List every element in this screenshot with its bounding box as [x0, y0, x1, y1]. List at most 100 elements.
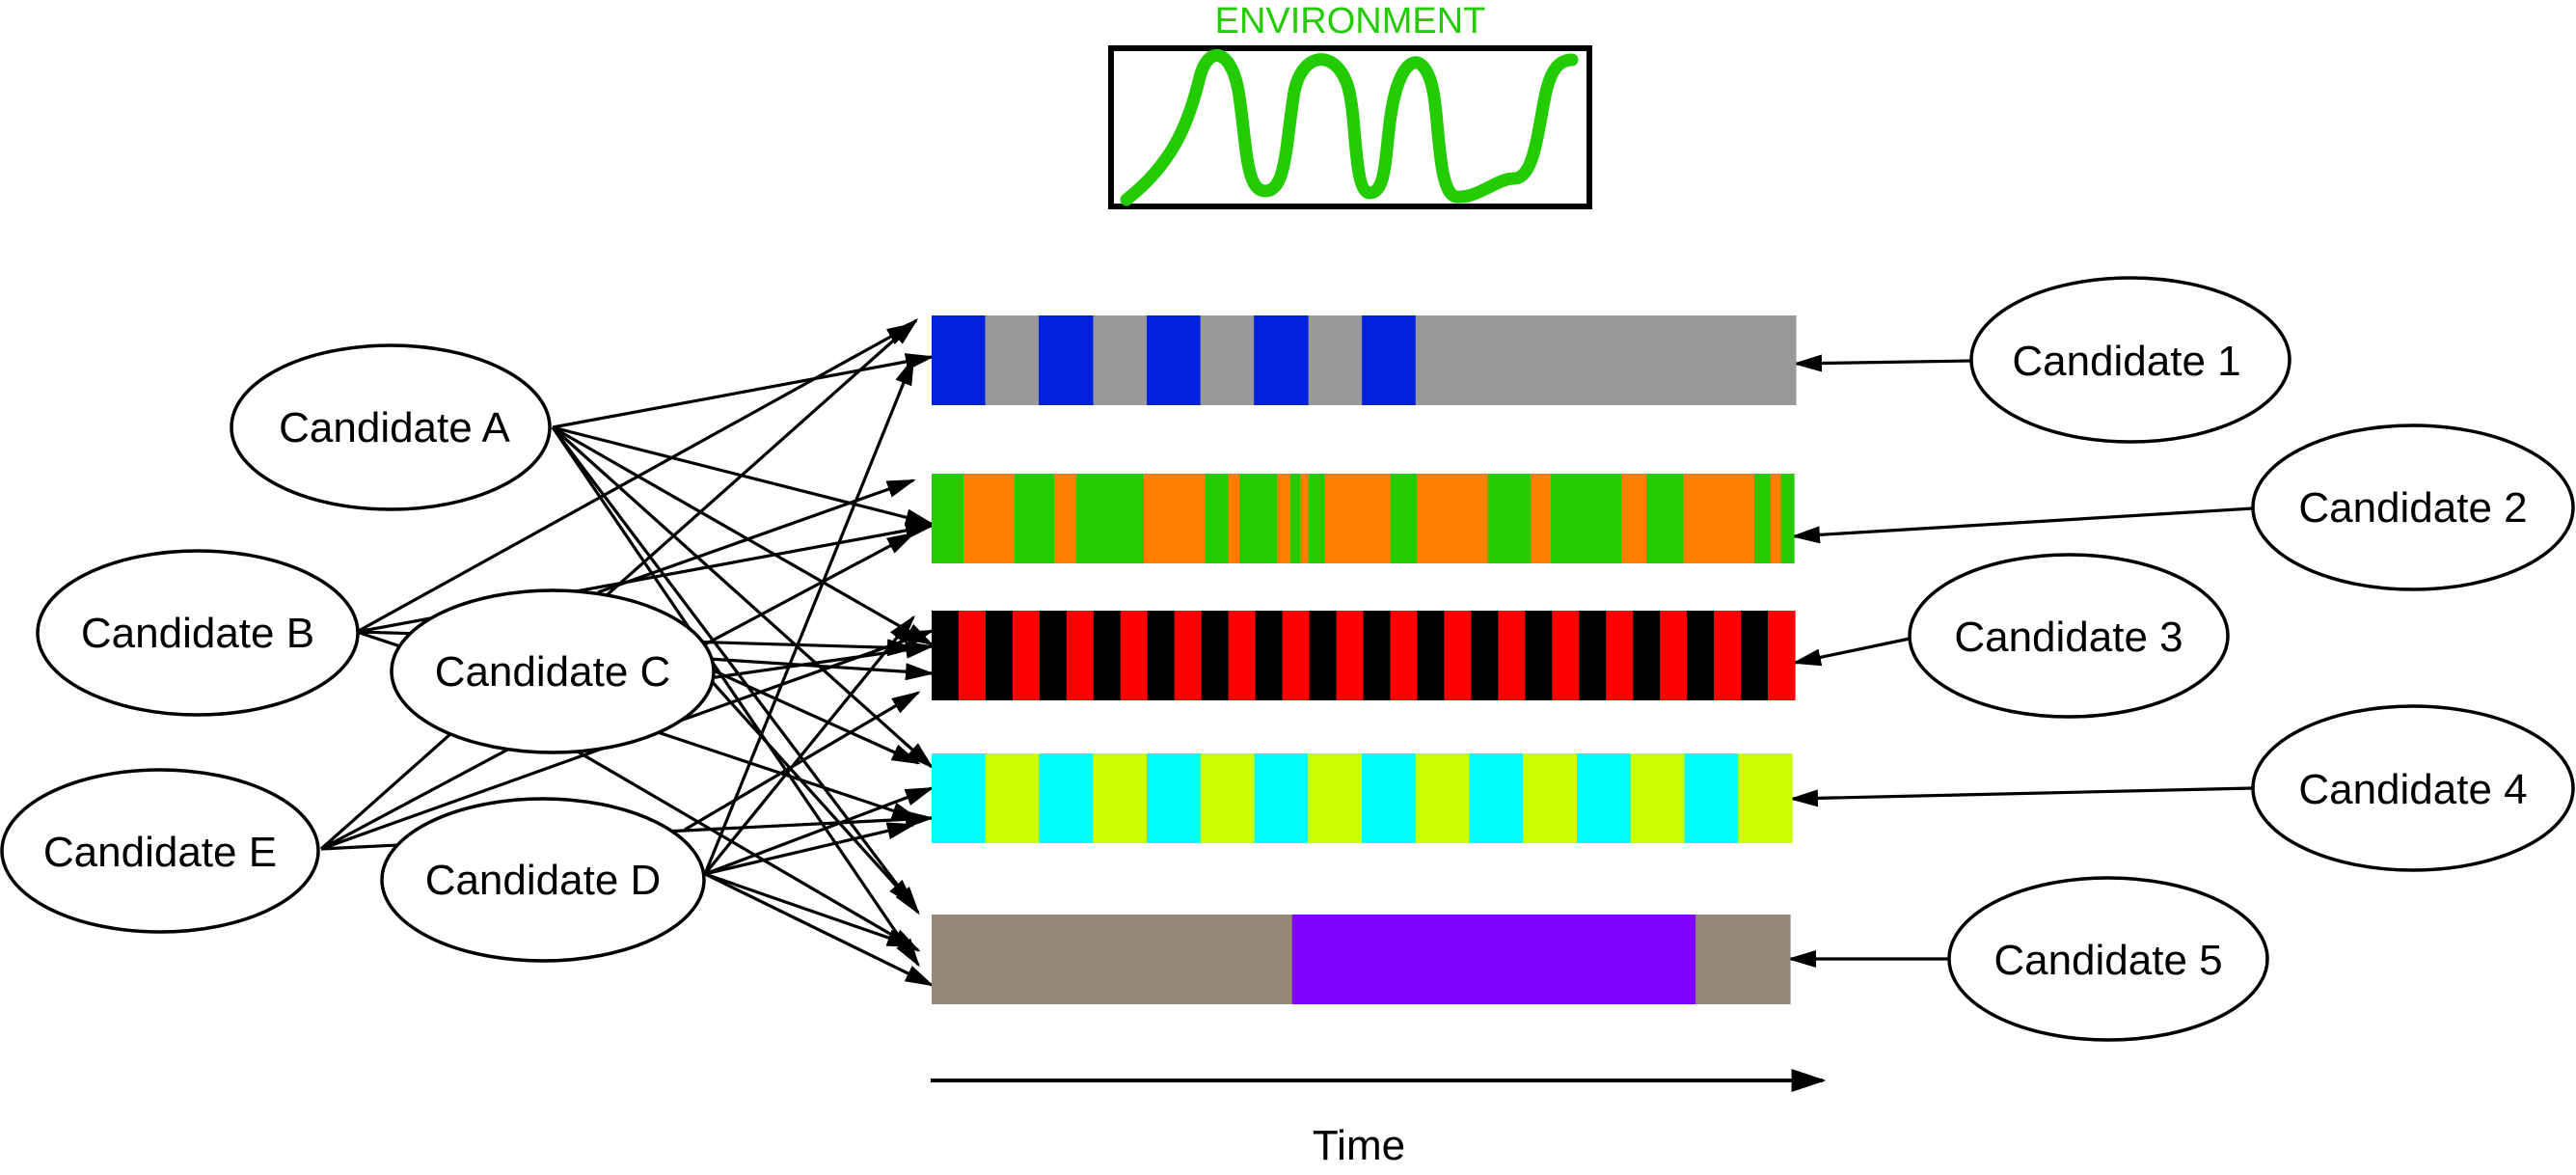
- candidate-2-segment: [1324, 474, 1392, 563]
- candidate-3-segment: [1174, 611, 1203, 700]
- connector-arrow: [1789, 786, 2254, 807]
- candidate-2-segment: [1277, 474, 1291, 563]
- environment-title: ENVIRONMENT: [1215, 1, 1486, 41]
- candidate-4-segment: [1738, 753, 1793, 843]
- candidate-4-segment: [985, 753, 1041, 843]
- candidate-a-label: Candidate A: [279, 404, 510, 451]
- candidate-4-segment: [932, 753, 987, 843]
- candidate-2-segment: [1308, 474, 1326, 563]
- connector-arrow: [1791, 506, 2254, 544]
- candidate-3-bar: [932, 611, 1796, 700]
- candidate-3-segment: [1741, 611, 1769, 700]
- candidate-2-segment: [1239, 474, 1279, 563]
- candidate-2-segment: [1076, 474, 1145, 563]
- candidate-3-segment: [1768, 611, 1796, 700]
- candidate-5-segment: [1291, 915, 1696, 1004]
- candidate-3-segment: [1120, 611, 1149, 700]
- candidate-4-segment: [1039, 753, 1094, 843]
- candidate-b-label: Candidate B: [81, 610, 314, 657]
- candidate-1-segment: [1039, 315, 1095, 405]
- candidate-2-segment: [932, 474, 964, 563]
- candidate-3-segment: [1714, 611, 1742, 700]
- connector-arrow: [704, 786, 935, 876]
- source-candidates: Candidate A Candidate B Candidate E Cand…: [0, 343, 716, 963]
- connector-arrow: [551, 426, 920, 915]
- candidate-1-node[interactable]: Candidate 1: [1969, 276, 2291, 444]
- candidate-2-segment: [963, 474, 1016, 563]
- connector-arrow: [704, 872, 916, 948]
- connector-arrow: [356, 322, 916, 634]
- candidate-4-label: Candidate 4: [2298, 766, 2527, 813]
- connector-arrow: [708, 657, 935, 681]
- candidate-2-segment: [1487, 474, 1532, 563]
- connector-arrow: [575, 749, 921, 952]
- candidate-2-segment: [1300, 474, 1310, 563]
- candidate-1-segment: [932, 315, 987, 405]
- candidate-3-segment: [1309, 611, 1338, 700]
- connector-arrow: [552, 353, 935, 429]
- target-candidates: Candidate 1 Candidate 2 Candidate 3 Cand…: [1908, 276, 2575, 1042]
- connector-arrow: [1792, 637, 1911, 667]
- environment-wave: [1120, 49, 1579, 206]
- candidate-3-node[interactable]: Candidate 3: [1908, 553, 2230, 719]
- candidate-2-segment: [1417, 474, 1489, 563]
- candidate-5-label: Candidate 5: [1993, 937, 2222, 984]
- candidate-3-segment: [1147, 611, 1176, 700]
- candidate-4-segment: [1523, 753, 1578, 843]
- candidate-3-segment: [1687, 611, 1715, 700]
- candidate-3-segment: [1093, 611, 1122, 700]
- candidate-2-segment: [1289, 474, 1302, 563]
- candidate-e-node[interactable]: Candidate E: [0, 768, 320, 934]
- time-axis: Time: [931, 1069, 1827, 1169]
- candidate-3-label: Candidate 3: [1954, 614, 2183, 661]
- candidate-3-segment: [1012, 611, 1041, 700]
- candidate-b-node[interactable]: Candidate B: [36, 549, 360, 717]
- candidate-2-segment: [1683, 474, 1755, 563]
- candidate-4-bar: [932, 753, 1793, 843]
- candidate-2-segment: [1753, 474, 1772, 563]
- connector-arrow: [551, 425, 935, 770]
- candidate-5-segment: [932, 915, 1293, 1004]
- candidate-c-node[interactable]: Candidate C: [390, 588, 716, 754]
- connector-arrow: [319, 318, 919, 851]
- candidate-1-label: Candidate 1: [2012, 338, 2240, 385]
- candidate-3-segment: [1363, 611, 1392, 700]
- candidate-4-segment: [1469, 753, 1524, 843]
- candidate-bars: [932, 315, 1797, 1004]
- connector-arrow: [684, 691, 921, 832]
- candidate-3-segment: [1417, 611, 1446, 700]
- candidate-3-segment: [1552, 611, 1580, 700]
- candidate-2-segment: [1143, 474, 1206, 563]
- candidate-2-label: Candidate 2: [2298, 484, 2527, 532]
- candidate-4-segment: [1200, 753, 1256, 843]
- candidate-2-node[interactable]: Candidate 2: [2251, 424, 2575, 591]
- candidate-a-node[interactable]: Candidate A: [230, 343, 552, 511]
- candidate-1-bar: [932, 315, 1797, 405]
- candidate-1-segment: [985, 315, 1040, 405]
- candidate-3-segment: [958, 611, 987, 700]
- candidate-5-segment: [1695, 915, 1791, 1004]
- candidate-3-segment: [1660, 611, 1688, 700]
- candidate-4-node[interactable]: Candidate 4: [2251, 704, 2575, 872]
- connector-arrow: [703, 615, 915, 876]
- candidate-3-segment: [1444, 611, 1472, 700]
- environment-panel: ENVIRONMENT: [1108, 1, 1592, 209]
- candidate-4-segment: [1415, 753, 1471, 843]
- candidate-1-segment: [1362, 315, 1417, 405]
- candidate-3-segment: [1066, 611, 1095, 700]
- candidate-e-label: Candidate E: [43, 829, 277, 876]
- candidate-1-segment: [1254, 315, 1310, 405]
- candidate-5-node[interactable]: Candidate 5: [1947, 876, 2269, 1042]
- candidate-3-segment: [985, 611, 1014, 700]
- candidate-4-segment: [1684, 753, 1739, 843]
- connector-arrow: [707, 676, 916, 908]
- candidate-2-segment: [1390, 474, 1418, 563]
- candidate-4-segment: [1093, 753, 1148, 843]
- candidate-2-segment: [1780, 474, 1795, 563]
- candidate-1-segment: [1200, 315, 1255, 405]
- connector-arrow: [703, 356, 915, 875]
- candidate-d-node[interactable]: Candidate D: [380, 797, 706, 963]
- candidate-1-segment: [1415, 315, 1797, 405]
- connector-arrow: [552, 425, 935, 646]
